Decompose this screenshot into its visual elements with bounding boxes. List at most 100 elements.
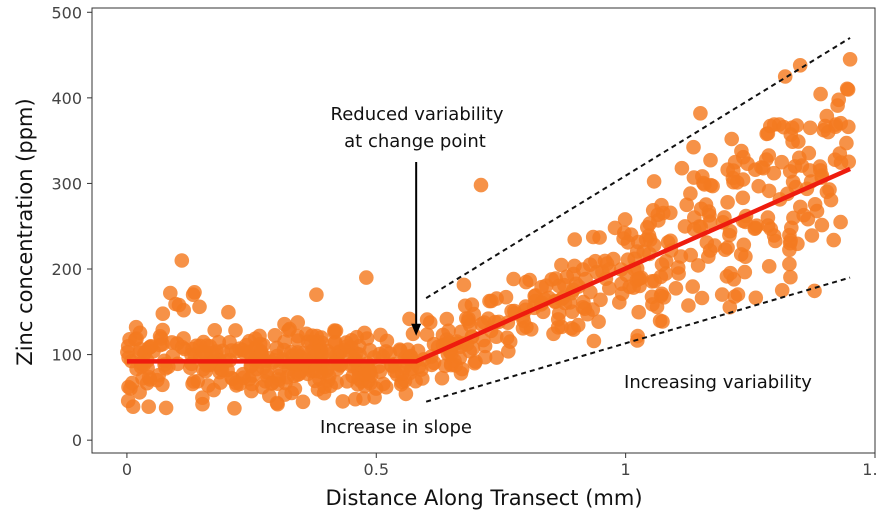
data-point bbox=[415, 371, 430, 386]
data-point bbox=[802, 120, 818, 136]
data-point bbox=[814, 217, 830, 233]
data-point bbox=[473, 177, 489, 193]
data-point bbox=[607, 220, 623, 236]
data-point bbox=[807, 283, 822, 299]
data-point bbox=[813, 86, 828, 102]
data-point bbox=[589, 264, 604, 280]
data-point bbox=[703, 152, 718, 168]
data-point bbox=[663, 205, 678, 221]
data-point bbox=[832, 146, 848, 161]
data-point bbox=[357, 325, 372, 341]
data-point bbox=[692, 219, 707, 234]
data-point bbox=[437, 358, 453, 374]
data-point bbox=[674, 160, 690, 176]
data-point bbox=[622, 279, 637, 295]
data-point bbox=[654, 257, 670, 272]
data-point bbox=[673, 249, 689, 264]
data-point bbox=[132, 385, 147, 400]
data-point bbox=[129, 361, 144, 377]
data-point bbox=[785, 134, 800, 149]
data-point bbox=[335, 394, 351, 409]
data-point bbox=[284, 385, 300, 401]
data-point bbox=[195, 344, 211, 360]
data-point bbox=[807, 197, 823, 212]
annotation-increasing-variability: Increasing variability bbox=[624, 372, 812, 393]
data-point bbox=[782, 164, 798, 179]
data-point bbox=[681, 298, 696, 313]
data-point bbox=[789, 118, 805, 133]
axes-layer: 0 0.5 1 1.5 0 100 200 300 400 500 bbox=[51, 3, 877, 479]
data-point bbox=[295, 394, 311, 410]
data-point bbox=[410, 343, 426, 359]
data-point bbox=[593, 292, 608, 308]
data-point bbox=[372, 364, 388, 380]
data-point bbox=[734, 143, 749, 159]
data-point bbox=[344, 333, 359, 348]
data-point bbox=[774, 283, 790, 298]
data-point bbox=[735, 190, 751, 206]
data-point bbox=[801, 145, 817, 161]
data-point bbox=[213, 375, 228, 390]
data-point bbox=[502, 334, 518, 349]
data-point bbox=[640, 220, 655, 235]
data-point bbox=[554, 257, 569, 273]
data-point bbox=[434, 370, 450, 386]
data-point bbox=[276, 342, 292, 358]
data-point bbox=[264, 376, 279, 391]
data-point bbox=[256, 360, 271, 375]
data-point bbox=[694, 290, 710, 306]
data-point bbox=[444, 346, 459, 362]
data-point bbox=[735, 172, 751, 187]
envelope-upper-line bbox=[425, 37, 851, 299]
y-tick-label: 200 bbox=[51, 260, 82, 279]
data-point bbox=[367, 390, 382, 405]
data-point bbox=[644, 289, 660, 305]
data-point bbox=[163, 285, 178, 301]
data-point bbox=[679, 197, 694, 213]
data-point bbox=[252, 328, 267, 344]
data-point bbox=[736, 237, 752, 253]
data-point bbox=[782, 256, 797, 272]
data-point bbox=[467, 355, 483, 371]
data-point bbox=[316, 385, 332, 401]
data-point bbox=[737, 264, 753, 280]
data-point bbox=[489, 350, 504, 365]
data-point bbox=[567, 232, 582, 247]
data-point bbox=[129, 331, 144, 347]
y-tick-label: 400 bbox=[51, 89, 82, 108]
data-point bbox=[143, 339, 159, 354]
data-point bbox=[174, 253, 190, 268]
data-point bbox=[523, 322, 539, 337]
data-point bbox=[244, 376, 260, 392]
data-point bbox=[774, 154, 789, 170]
data-point bbox=[792, 58, 808, 73]
data-point bbox=[763, 118, 778, 134]
data-point bbox=[839, 81, 855, 97]
data-point bbox=[538, 278, 554, 294]
x-tick-label: 0.5 bbox=[364, 460, 389, 479]
data-point bbox=[152, 329, 168, 344]
x-tick-label: 1.5 bbox=[862, 460, 877, 479]
data-point bbox=[356, 391, 371, 406]
data-point bbox=[616, 231, 631, 246]
data-point bbox=[224, 343, 239, 358]
data-point bbox=[761, 183, 777, 199]
data-point bbox=[207, 323, 222, 338]
data-point bbox=[155, 306, 171, 322]
data-point bbox=[683, 186, 698, 201]
data-point bbox=[826, 232, 841, 248]
y-tick-label: 0 bbox=[72, 431, 82, 450]
data-point bbox=[690, 258, 706, 273]
data-point bbox=[454, 361, 470, 377]
data-point bbox=[663, 233, 678, 249]
data-point bbox=[748, 290, 764, 306]
data-point bbox=[171, 297, 187, 313]
data-point bbox=[591, 314, 606, 330]
data-point bbox=[476, 332, 491, 348]
data-point bbox=[158, 400, 174, 416]
data-point bbox=[185, 376, 200, 392]
data-point bbox=[465, 340, 481, 356]
data-point bbox=[717, 242, 733, 257]
data-point bbox=[804, 228, 820, 243]
data-point bbox=[320, 344, 335, 359]
